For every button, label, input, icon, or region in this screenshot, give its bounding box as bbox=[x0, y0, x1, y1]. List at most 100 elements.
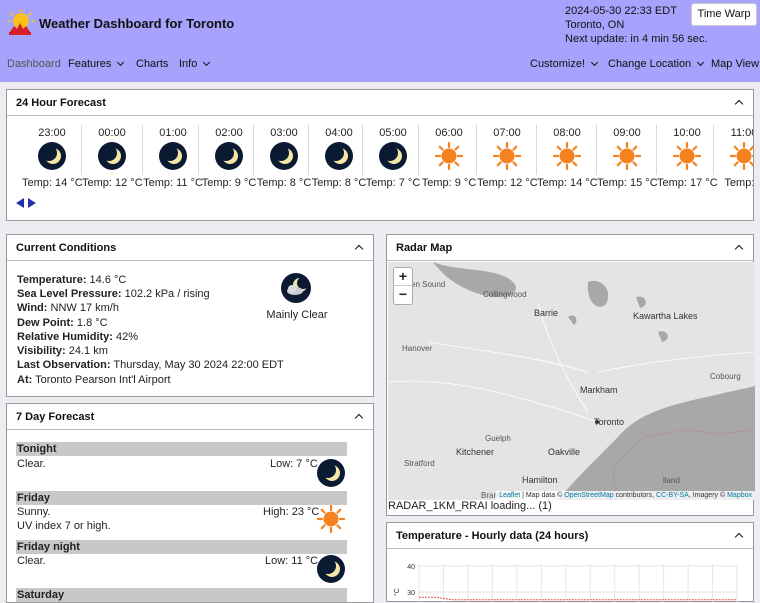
hour-divider bbox=[418, 125, 419, 175]
toronto-marker bbox=[595, 420, 599, 424]
nav-info[interactable]: Info bbox=[179, 58, 211, 70]
wind-label: Wind: bbox=[17, 302, 48, 314]
sun-icon bbox=[435, 142, 463, 170]
seven-day-header: 7 Day Forecast bbox=[7, 404, 373, 430]
hour-divider bbox=[142, 125, 143, 175]
humidity-value: 42% bbox=[116, 331, 139, 343]
forecast-24h-header: 24 Hour Forecast bbox=[7, 90, 753, 116]
temperature-value: 14.6 °C bbox=[89, 274, 127, 286]
hour-temp: Temp: 14 °C bbox=[537, 177, 598, 189]
map-label-hanover: Hanover bbox=[402, 344, 433, 353]
collapse-icon[interactable] bbox=[734, 99, 744, 109]
nav-change-location[interactable]: Change Location bbox=[608, 58, 705, 70]
nav-info-label: Info bbox=[179, 58, 198, 70]
nav-features[interactable]: Features bbox=[68, 58, 125, 70]
period-friday-night-text: Clear. bbox=[17, 555, 46, 567]
chevron-down-icon bbox=[697, 58, 705, 67]
y-tick-label: 30 bbox=[407, 590, 415, 597]
scroll-left-icon[interactable] bbox=[16, 198, 24, 208]
hour-time: 04:00 bbox=[325, 127, 353, 139]
hour-temp: Temp: 14 °C bbox=[22, 177, 83, 189]
nav-dashboard[interactable]: Dashboard bbox=[7, 58, 61, 70]
temperature-row: Temperature: 14.6 °C bbox=[17, 274, 126, 286]
zoom-out-button[interactable]: − bbox=[398, 286, 408, 302]
map-label-welland: lland bbox=[663, 476, 680, 485]
hour-temp: Temp: 12 °C bbox=[82, 177, 143, 189]
chevron-down-icon bbox=[117, 58, 125, 67]
current-conditions-title: Current Conditions bbox=[16, 242, 117, 254]
map-base-layer bbox=[388, 262, 755, 500]
collapse-icon[interactable] bbox=[734, 244, 744, 254]
next-update-label: Next update: in 4 min 56 sec. bbox=[565, 33, 708, 45]
station-row: At: Toronto Pearson Int'l Airport bbox=[17, 374, 171, 386]
dewpoint-value: 1.8 °C bbox=[76, 317, 108, 329]
dewpoint-row: Dew Point: 1.8 °C bbox=[17, 317, 108, 329]
hourly-strip: 23:00 Temp: 14 °C 00:00 Temp: 12 °C 01:00 Tem… bbox=[7, 117, 753, 207]
sun-icon bbox=[673, 142, 701, 170]
collapse-icon[interactable] bbox=[354, 413, 364, 423]
period-friday-temp: High: 23 °C bbox=[263, 506, 320, 518]
collapse-icon[interactable] bbox=[734, 532, 744, 542]
temperature-label: Temperature: bbox=[17, 274, 87, 286]
sun-icon bbox=[553, 142, 581, 170]
temperature-series-line bbox=[419, 596, 737, 601]
moon-icon bbox=[325, 142, 353, 170]
pressure-label: Sea Level Pressure: bbox=[17, 288, 122, 300]
period-friday-text: Sunny. bbox=[17, 506, 51, 518]
radar-map-header: Radar Map bbox=[387, 235, 753, 261]
wind-value: NNW 17 km/h bbox=[50, 302, 119, 314]
hour-temp: Temp: 17 °C bbox=[657, 177, 718, 189]
hour-temp: Temp: 9 °C bbox=[421, 177, 477, 189]
condition-label: Mainly Clear bbox=[266, 309, 328, 321]
nav-map-view[interactable]: Map View bbox=[711, 58, 760, 70]
nav-features-label: Features bbox=[68, 58, 112, 70]
moon-icon bbox=[270, 142, 298, 170]
moon-icon bbox=[379, 142, 407, 170]
collapse-icon[interactable] bbox=[354, 244, 364, 254]
osm-link[interactable]: OpenStreetMap bbox=[564, 492, 614, 499]
hour-divider bbox=[713, 125, 714, 175]
radar-map[interactable]: en Sound Collingwood Barrie Kawartha Lak… bbox=[388, 262, 755, 500]
hour-divider bbox=[81, 125, 82, 175]
period-friday-header: Friday bbox=[16, 491, 347, 505]
map-label-toronto: Toronto bbox=[594, 417, 625, 427]
moon-icon bbox=[98, 142, 126, 170]
hour-temp: Temp: 15 °C bbox=[597, 177, 658, 189]
temperature-chart-title: Temperature - Hourly data (24 hours) bbox=[396, 530, 589, 542]
attribution-text: | Map data © bbox=[522, 492, 563, 499]
cc-by-sa-link[interactable]: CC-BY-SA bbox=[656, 492, 689, 499]
hour-time: 00:00 bbox=[98, 127, 126, 139]
hour-temp: Temp: 1 bbox=[724, 177, 753, 189]
temperature-chart: 40 30 °C bbox=[393, 564, 738, 602]
zoom-in-button[interactable]: + bbox=[394, 268, 412, 286]
map-label-kitchener: Kitchener bbox=[456, 447, 495, 457]
map-label-markham: Markham bbox=[580, 385, 618, 395]
station-label: At: bbox=[17, 374, 33, 386]
period-tonight-text: Clear. bbox=[17, 458, 46, 470]
moon-icon bbox=[159, 142, 187, 170]
time-warp-button[interactable]: Time Warp bbox=[691, 3, 757, 26]
map-label-stratford: Stratford bbox=[404, 459, 435, 468]
map-label-collingwood: Collingwood bbox=[483, 290, 527, 299]
current-conditions-header: Current Conditions bbox=[7, 235, 373, 261]
hour-divider bbox=[198, 125, 199, 175]
temperature-chart-header: Temperature - Hourly data (24 hours) bbox=[387, 523, 753, 549]
nav-customize[interactable]: Customize! bbox=[530, 58, 599, 70]
visibility-label: Visibility: bbox=[17, 345, 66, 357]
scroll-right-icon[interactable] bbox=[28, 198, 36, 208]
radar-status: RADAR_1KM_RRAI loading... (1) bbox=[388, 500, 552, 512]
hour-divider bbox=[253, 125, 254, 175]
nav-charts[interactable]: Charts bbox=[136, 58, 169, 70]
attribution-text: contributors, bbox=[615, 492, 655, 499]
nav-change-location-label: Change Location bbox=[608, 58, 692, 70]
leaflet-link[interactable]: Leaflet bbox=[499, 492, 521, 499]
mapbox-link[interactable]: Mapbox bbox=[727, 492, 752, 499]
hour-temp: Temp: 9 °C bbox=[201, 177, 257, 189]
moon-icon bbox=[317, 459, 345, 487]
seven-day-title: 7 Day Forecast bbox=[16, 411, 95, 423]
app-header: Weather Dashboard for Toronto 2024-05-30… bbox=[0, 0, 760, 82]
hour-temp: Temp: 8 °C bbox=[311, 177, 367, 189]
map-label-guelph: Guelph bbox=[485, 434, 511, 443]
visibility-row: Visibility: 24.1 km bbox=[17, 345, 108, 357]
header-info: 2024-05-30 22:33 EDT Toronto, ON Next up… bbox=[565, 4, 707, 46]
